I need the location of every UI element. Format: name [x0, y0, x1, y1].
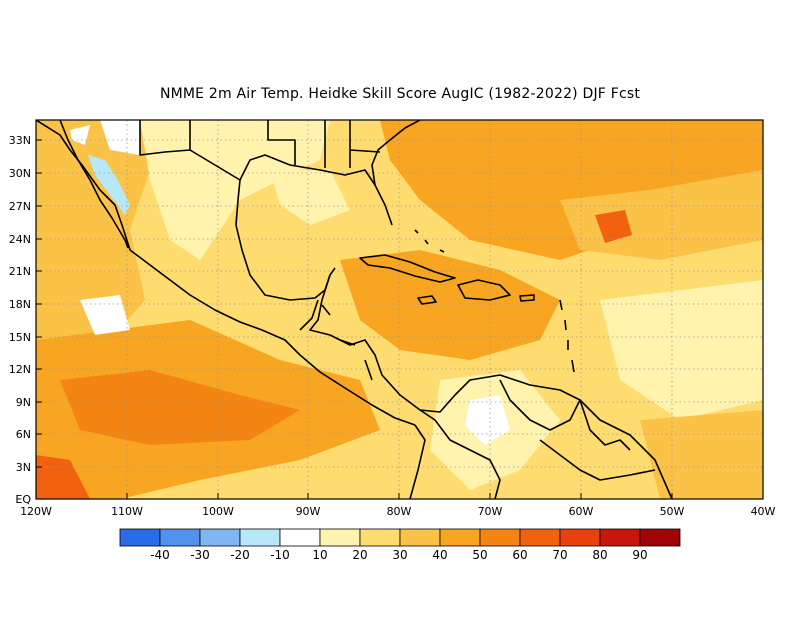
colorbar-swatch [519, 528, 561, 547]
colorbar-label: 70 [552, 548, 567, 562]
colorbar-label: 80 [592, 548, 607, 562]
lon-label: 40W [751, 505, 776, 518]
lat-label: 33N [9, 134, 31, 147]
colorbar: -40 -30 -20 -10 10 20 30 40 50 60 70 80 90 [119, 528, 681, 562]
colorbar-swatch [439, 528, 481, 547]
colorbar-swatch [279, 528, 321, 547]
colorbar-swatch [239, 528, 281, 547]
border-central-america [299, 299, 373, 381]
colorbar-swatch [479, 528, 521, 547]
field-zone [80, 295, 130, 335]
island-puerto-rico [519, 294, 535, 302]
lon-labels: 120W 110W 100W 90W 80W 70W 60W 50W 40W [20, 505, 775, 518]
coastline-florida-atlantic [371, 120, 421, 186]
lat-label: 3N [16, 461, 31, 474]
lat-label: 21N [9, 265, 31, 278]
coastlines [36, 120, 673, 499]
field-zone [640, 410, 763, 499]
colorbar-swatch [639, 528, 681, 547]
lon-label: 90W [296, 505, 321, 518]
colorbar-swatch [559, 528, 601, 547]
island-hispaniola [457, 279, 511, 301]
field-zone [60, 370, 300, 445]
field-zone [100, 120, 140, 155]
field-zone [36, 455, 90, 499]
lon-label: 70W [478, 505, 503, 518]
colorbar-swatch [199, 528, 241, 547]
border-venezuela [499, 379, 581, 431]
field-zone [70, 125, 90, 145]
colorbar-swatch [119, 528, 161, 547]
coastline-pacific-mexico [36, 120, 131, 251]
lat-label: 12N [9, 363, 31, 376]
colorbar-label: -20 [230, 548, 250, 562]
colorbar-label: -30 [190, 548, 210, 562]
lon-label: 110W [111, 505, 143, 518]
border-guianas [579, 399, 631, 451]
lat-label: 9N [16, 396, 31, 409]
field-zone [595, 210, 632, 243]
colorbar-swatch [319, 528, 361, 547]
border-brazil-north [539, 439, 656, 481]
lat-label: EQ [15, 493, 31, 506]
axis-ticks [36, 139, 673, 499]
island-jamaica [417, 295, 437, 305]
lon-label: 50W [660, 505, 685, 518]
lon-label: 100W [202, 505, 234, 518]
lat-label: 27N [9, 200, 31, 213]
field-zone [465, 395, 510, 445]
border-states [267, 120, 296, 165]
lat-label: 30N [9, 167, 31, 180]
field-zone [270, 170, 350, 225]
coastline-pacific-central-america [129, 249, 416, 426]
lat-labels: 33N 30N 27N 24N 21N 18N 15N 12N 9N 6N 3N… [9, 134, 32, 506]
field-zone [36, 120, 150, 345]
colorbar-label: 20 [352, 548, 367, 562]
colorbar-label: 50 [472, 548, 487, 562]
lon-label: 60W [569, 505, 594, 518]
coastline-gulf-us [239, 154, 393, 226]
border-states [349, 120, 381, 168]
graticule [36, 120, 763, 499]
colorbar-swatch [399, 528, 441, 547]
colorbar-label: 10 [312, 548, 327, 562]
chart-title: NMME 2m Air Temp. Heidke Skill Score Aug… [159, 86, 641, 102]
coastline-baja [59, 120, 129, 249]
colorbar-swatch [599, 528, 641, 547]
colorbar-label: 40 [432, 548, 447, 562]
colorbar-label: -10 [270, 548, 290, 562]
colorbar-label: -40 [150, 548, 170, 562]
lat-label: 6N [16, 428, 31, 441]
field-zone [88, 155, 130, 215]
colorbar-swatch [359, 528, 401, 547]
border-colombia-venezuela [419, 409, 501, 499]
island-lesser-antilles [559, 299, 575, 373]
lon-label: 80W [387, 505, 412, 518]
lon-label: 120W [20, 505, 52, 518]
lat-label: 15N [9, 331, 31, 344]
colorbar-label: 90 [632, 548, 647, 562]
skill-score-field [36, 120, 763, 499]
lat-label: 24N [9, 233, 31, 246]
colorbar-label: 30 [392, 548, 407, 562]
coastline-caribbean-south [309, 274, 673, 499]
field-zone [140, 120, 330, 260]
colorbar-label: 60 [512, 548, 527, 562]
colorbar-swatch [159, 528, 201, 547]
field-zone [600, 280, 763, 420]
coastline-colombia-pacific [409, 424, 426, 499]
lat-label: 18N [9, 298, 31, 311]
island-bahamas [414, 229, 445, 253]
field-zone [340, 250, 560, 360]
border-us-mexico [139, 120, 241, 181]
island-cuba [359, 254, 456, 283]
